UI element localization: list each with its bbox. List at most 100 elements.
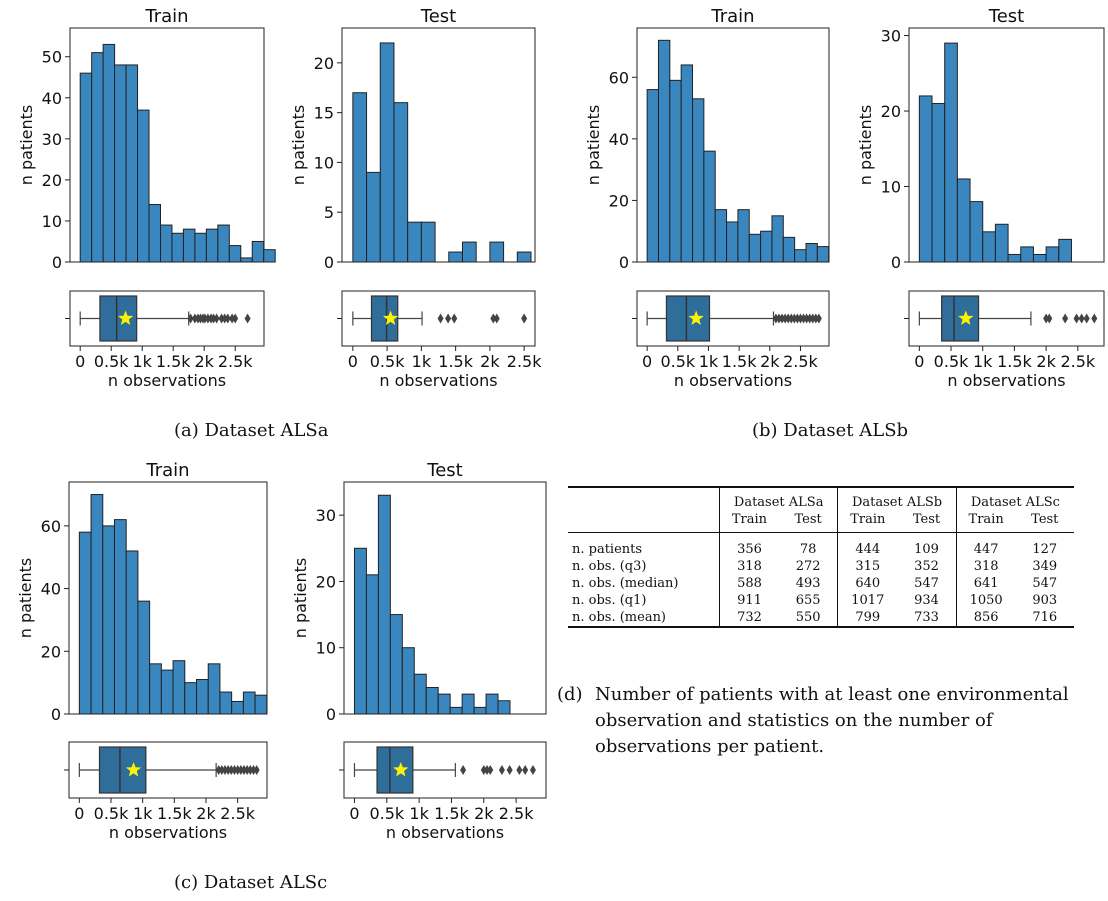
histogram-bar: [114, 64, 127, 263]
box-iqr: [941, 295, 980, 342]
table-cell: 903: [1032, 593, 1058, 608]
histogram-bar: [79, 72, 93, 263]
histogram-bar: [231, 700, 244, 715]
outlier-point: [484, 765, 491, 775]
table-cell: 109: [914, 542, 939, 557]
outlier-point: [1078, 313, 1085, 324]
table-cell: 493: [795, 576, 821, 591]
histogram-bar: [782, 236, 796, 263]
table-subheader: Test: [1015, 511, 1074, 533]
x-tick-label: 1.5k: [997, 352, 1032, 371]
outlier-point: [776, 313, 782, 324]
caption-c: (c) Dataset ALSc: [174, 872, 328, 893]
mean-star: [382, 310, 399, 325]
outlier-point: [529, 765, 536, 775]
histogram-bar: [714, 209, 728, 263]
histogram-bar: [516, 251, 532, 263]
table-cell: 732: [719, 609, 779, 628]
outlier-point: [785, 313, 792, 324]
x-tick-label: 0: [348, 352, 358, 371]
table-cell: 272: [795, 559, 821, 574]
table-cell: 716: [1015, 609, 1074, 628]
outlier-point: [221, 313, 228, 324]
histogram-bar: [437, 693, 451, 715]
histogram-bar: [760, 230, 773, 263]
histogram-bar: [703, 150, 716, 263]
y-tick-label: 50: [42, 48, 62, 67]
histogram-bar: [207, 663, 221, 715]
table-cell: 315: [837, 558, 898, 575]
table-cell: 318: [719, 558, 779, 575]
histogram-bar: [1032, 253, 1047, 263]
box-iqr: [665, 295, 711, 342]
histogram-bar: [944, 42, 958, 263]
x-tick-label: 2k: [1036, 352, 1056, 371]
histogram-bar: [726, 221, 739, 263]
histogram-bar: [251, 240, 265, 263]
x-tick-label: 2k: [474, 804, 494, 823]
table-cell: 1050: [955, 592, 1016, 609]
table-corner: [568, 486, 720, 511]
table-subheader: Test: [897, 511, 957, 533]
histogram-bar: [366, 171, 381, 263]
y-tick-label: 20: [881, 102, 901, 121]
outlier-point: [1073, 313, 1080, 324]
histogram-bar: [205, 228, 219, 263]
y-tick-label: 10: [881, 178, 901, 197]
histogram-bar: [657, 39, 671, 263]
histogram-bar: [91, 52, 104, 263]
histogram-bar: [196, 679, 209, 715]
x-tick-label: 2.5k: [220, 804, 255, 823]
y-axis-label: n patients: [584, 105, 603, 186]
table-cell: 655: [795, 593, 821, 608]
x-tick-label: 2.5k: [218, 352, 253, 371]
x-tick-label: 0: [914, 352, 924, 371]
outlier-point: [445, 313, 452, 324]
table-row: n. obs. (q1) 911 655 1017 934 1050 903: [568, 592, 1074, 609]
histogram-bar: [1058, 238, 1072, 263]
outlier-point: [1091, 313, 1098, 324]
outlier-point: [191, 313, 198, 324]
x-tick-label: 1k: [973, 352, 993, 371]
x-tick-label: 1.5k: [438, 352, 473, 371]
table-cell: 547: [1032, 576, 1058, 591]
outlier-point: [498, 765, 505, 775]
histogram-bar: [228, 245, 242, 263]
table-row-label: n. obs. (mean): [568, 609, 720, 628]
chart-title: Test: [420, 6, 456, 27]
outlier-point: [1043, 313, 1050, 324]
outlier-point: [231, 765, 238, 775]
outlier-point: [506, 765, 513, 775]
table-subheader: Train: [837, 511, 898, 533]
histogram-bar: [1045, 246, 1060, 263]
x-tick-label: 0.5k: [370, 352, 405, 371]
table-group-header: Dataset ALSb: [837, 486, 957, 511]
histogram-bar: [137, 600, 151, 715]
histogram-bar: [171, 232, 184, 263]
table-cell: 447: [955, 532, 1016, 558]
outlier-point: [201, 313, 208, 324]
x-tick-label: 0: [75, 352, 85, 371]
histogram-bar: [497, 700, 511, 715]
x-axis-label: n observations: [947, 371, 1065, 390]
histogram-bar: [805, 243, 818, 263]
outlier-point: [244, 313, 251, 324]
box-iqr: [98, 746, 147, 794]
table-subheader: Test: [778, 511, 838, 533]
outlier-point: [229, 313, 236, 324]
outlier-point: [1083, 313, 1090, 324]
y-axis-label: n patients: [291, 558, 310, 639]
histogram-bar: [771, 215, 784, 263]
x-axis-label: n observations: [109, 823, 227, 842]
outlier-point: [815, 313, 822, 324]
histogram-bar: [461, 241, 477, 263]
table-row-label: n. obs. (q3): [572, 559, 647, 574]
x-tick-label: 0: [349, 804, 359, 823]
x-tick-label: 2k: [196, 804, 216, 823]
x-axis-label: n observations: [386, 823, 504, 842]
caption-d-label: (d): [557, 684, 583, 705]
outlier-point: [800, 313, 807, 324]
outlier-point: [241, 765, 247, 775]
outlier-point: [237, 765, 244, 775]
